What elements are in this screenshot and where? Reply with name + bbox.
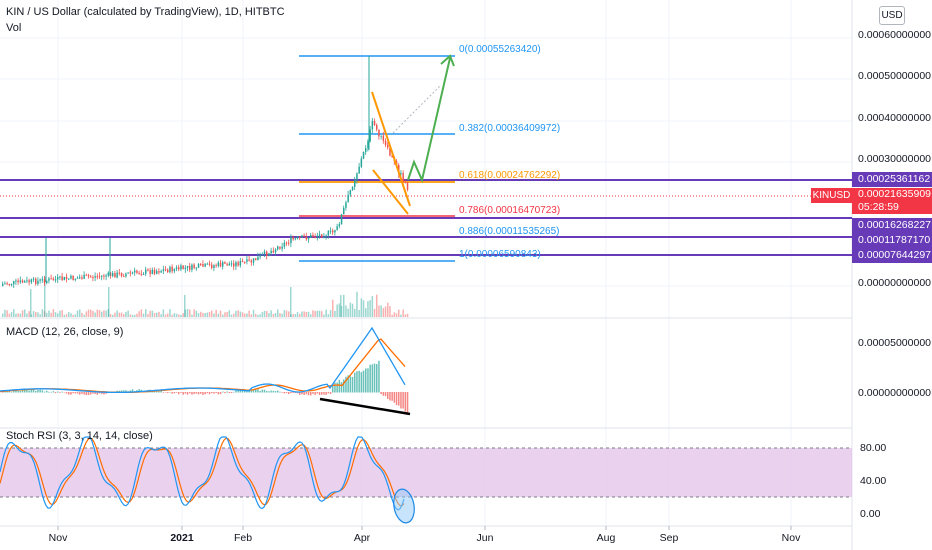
price-tick: 0.00060000000 [858,29,931,41]
time-label: Jun [476,532,494,544]
fib-label-0618: 0.618(0.00024762292) [459,170,561,181]
projection-arrow[interactable] [392,54,455,184]
time-label: Apr [353,532,371,544]
stoch-band [0,448,852,497]
fib-label-1: 1(0.00006590843) [459,249,541,260]
time-label: Aug [596,532,616,544]
macd-legend[interactable]: MACD (12, 26, close, 9) [6,326,124,338]
currency-button[interactable]: USD [879,6,905,25]
bar-countdown: 05:28:59 [858,201,899,213]
stoch-tick: 40.00 [860,475,887,487]
stoch-k-line [0,436,405,511]
macd-tick: 0.00000000000 [858,387,931,399]
time-label: Nov [781,532,801,544]
stoch-tick: 80.00 [860,442,887,454]
time-ticks [57,526,792,530]
volume-label[interactable]: Vol [6,22,22,34]
fib-label-0786: 0.786(0.00016470723) [459,205,561,216]
chart-title[interactable]: KIN / US Dollar (calculated by TradingVi… [6,6,285,18]
current-price-value: 0.00021635909 [858,188,931,200]
stoch-ellipse[interactable] [391,488,417,525]
fib-label-0: 0(0.00055263420) [459,44,541,55]
horizontal-levels[interactable] [0,179,852,256]
price-tick: 0.00000000000 [858,277,931,289]
price-tick: 0.00040000000 [858,112,931,124]
fib-retracement[interactable] [299,55,455,262]
fib-label-0382: 0.382(0.00036409972) [459,123,561,134]
falling-wedge[interactable] [371,91,411,215]
divergence-line[interactable] [319,397,411,416]
price-tick: 0.00050000000 [858,70,931,82]
symbol-label: KINUSD [811,188,852,203]
volume-bars [2,277,409,317]
time-label: 2021 [170,532,194,544]
hline-1-price-label: 0.00025361162 [852,172,932,187]
macd-histogram [2,360,409,413]
macd-line [0,326,406,394]
time-label: Nov [48,532,68,544]
hline-4-price-label: 0.00007644297 [852,248,932,263]
stoch-legend[interactable]: Stoch RSI (3, 3, 14, 14, close) [6,430,153,442]
price-tick: 0.00030000000 [858,153,931,165]
time-label: Feb [233,532,253,544]
time-label: Sep [659,532,679,544]
current-price-label: 0.00021635909 05:28:59 [852,188,932,214]
stoch-tick: 0.00 [860,508,881,520]
hline-3-price-label: 0.00011787170 [852,233,932,248]
macd-tick: 0.00005000000 [858,337,931,349]
hline-2-price-label: 0.00016268227 [852,218,932,233]
fib-label-0886: 0.886(0.00011535265) [459,226,560,237]
grid [0,0,852,526]
candlesticks [2,56,409,288]
